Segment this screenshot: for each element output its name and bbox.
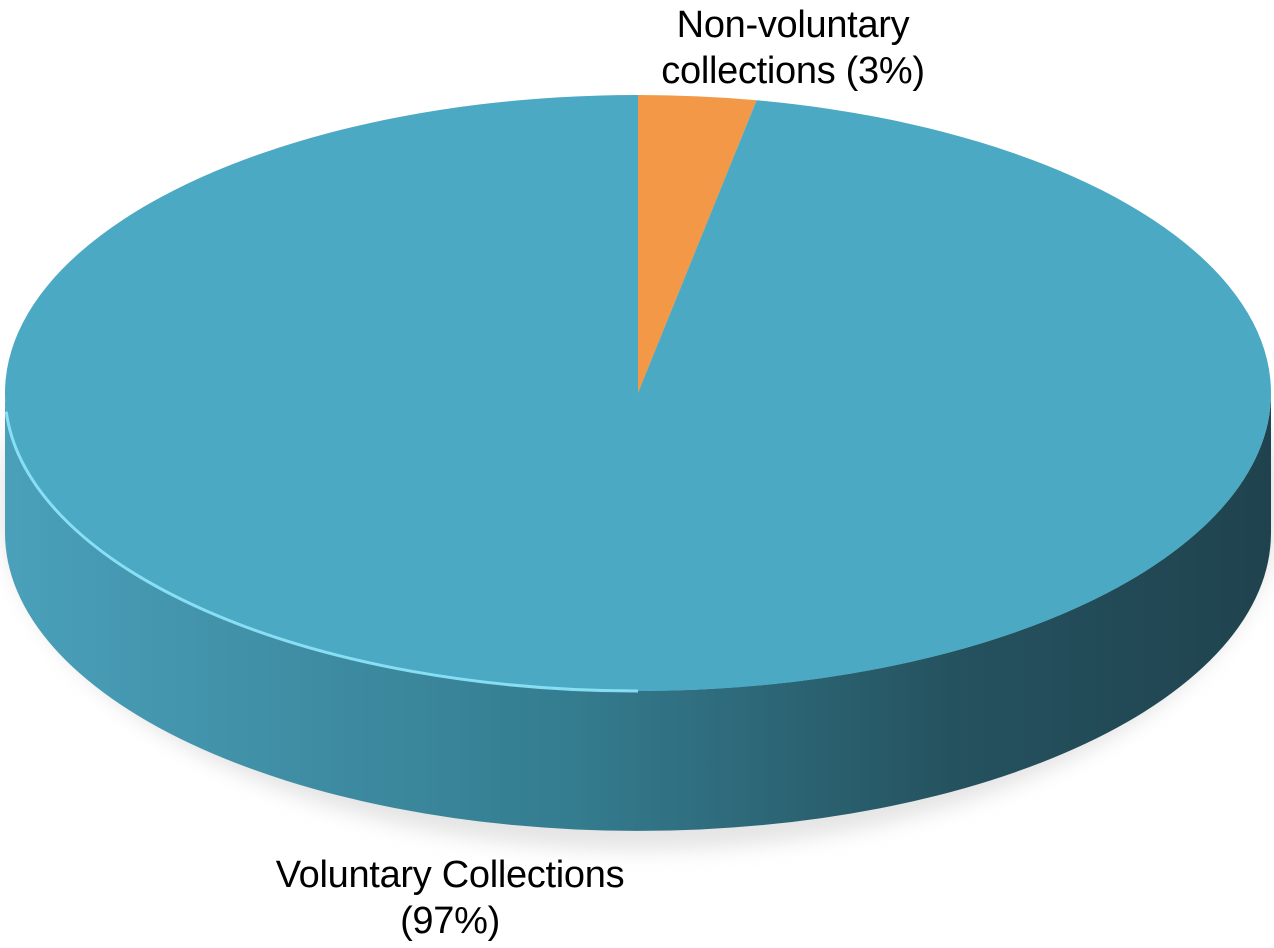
slice-label-voluntary: Voluntary Collections (97%) (220, 852, 680, 944)
pie-side-wall (5, 393, 1271, 831)
slice-label-line: collections (3%) (661, 50, 925, 92)
pie-slice-voluntary (4, 94, 1271, 691)
pie-rim-highlight (4, 411, 639, 693)
slice-label-non-voluntary: Non-voluntary collections (3%) (600, 2, 986, 94)
slice-label-line: (97%) (400, 900, 500, 942)
slice-label-line: Voluntary Collections (275, 854, 625, 896)
slice-label-line: Non-voluntary (676, 4, 910, 46)
pie-slice-non-voluntary (638, 95, 757, 393)
